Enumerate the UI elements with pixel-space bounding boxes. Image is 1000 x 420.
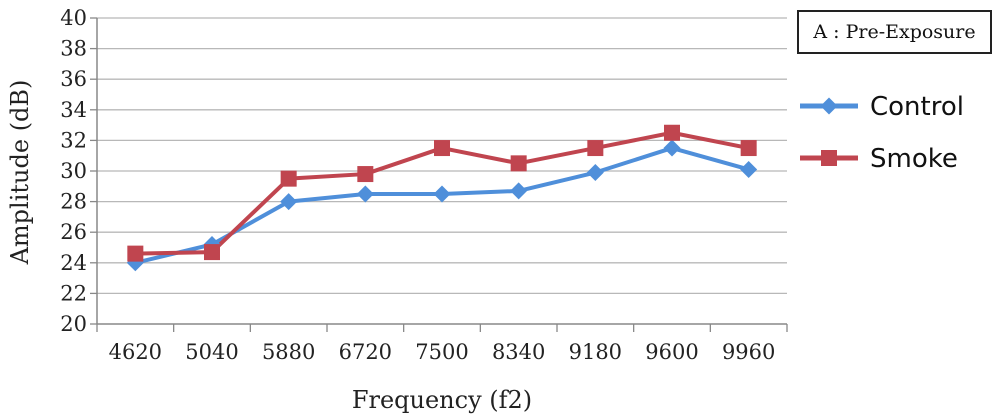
- y-tick-label: 20: [60, 312, 87, 336]
- y-tick-label: 38: [60, 37, 87, 61]
- data-point-smoke: [357, 166, 374, 183]
- data-point-smoke: [127, 245, 144, 262]
- legend-label: Smoke: [870, 144, 958, 174]
- y-tick-label: 40: [60, 6, 87, 30]
- data-point-control: [663, 139, 681, 157]
- y-tick-label: 36: [60, 67, 87, 91]
- data-point-control: [740, 160, 758, 178]
- data-point-smoke: [280, 170, 297, 187]
- x-tick-label: 9600: [645, 340, 698, 364]
- annotation-box: A : Pre-Exposure: [797, 10, 992, 54]
- data-point-control: [433, 185, 451, 203]
- legend-marker: [820, 97, 838, 115]
- legend: Control Smoke: [800, 92, 964, 174]
- y-tick-labels: 20 22 24 26 28 30 32 34 36 38 40: [60, 6, 87, 336]
- series-group: [126, 124, 758, 272]
- y-tick-label: 34: [60, 98, 87, 122]
- series-line-control: [134, 146, 750, 265]
- x-axis-label: Frequency (f2): [352, 386, 532, 414]
- y-axis-label: Amplitude (dB): [6, 80, 34, 266]
- x-tick-label: 5880: [262, 340, 315, 364]
- legend-marker: [821, 150, 837, 166]
- x-tick-label: 4620: [109, 340, 162, 364]
- y-tick-label: 22: [60, 281, 87, 305]
- x-tick-label: 6720: [339, 340, 392, 364]
- x-tick-label: 8340: [492, 340, 545, 364]
- legend-label: Control: [870, 92, 964, 122]
- data-point-control: [126, 254, 144, 272]
- data-point-smoke: [664, 124, 680, 141]
- y-tick-label: 24: [60, 251, 87, 275]
- x-tick-labels: 4620 5040 5880 6720 7500 8340 9180 9600 9960: [109, 340, 776, 364]
- y-tick-label: 32: [60, 128, 87, 152]
- axes: [90, 17, 788, 332]
- data-point-smoke: [204, 244, 220, 261]
- data-point-smoke: [510, 155, 527, 172]
- annotation-text: A : Pre-Exposure: [813, 21, 976, 43]
- y-tick-label: 30: [60, 159, 87, 183]
- data-point-smoke: [434, 140, 450, 157]
- data-point-control: [510, 182, 528, 200]
- x-tick-label: 9960: [722, 340, 775, 364]
- data-point-smoke: [740, 140, 757, 157]
- data-point-control: [280, 193, 298, 211]
- y-tick-label: 26: [60, 220, 87, 244]
- y-tick-label: 28: [60, 190, 87, 214]
- data-point-smoke: [587, 140, 604, 157]
- data-point-control: [356, 185, 374, 203]
- x-tick-label: 5040: [185, 340, 238, 364]
- x-tick-label: 7500: [415, 340, 468, 364]
- data-point-control: [586, 164, 604, 182]
- x-tick-label: 9180: [569, 340, 622, 364]
